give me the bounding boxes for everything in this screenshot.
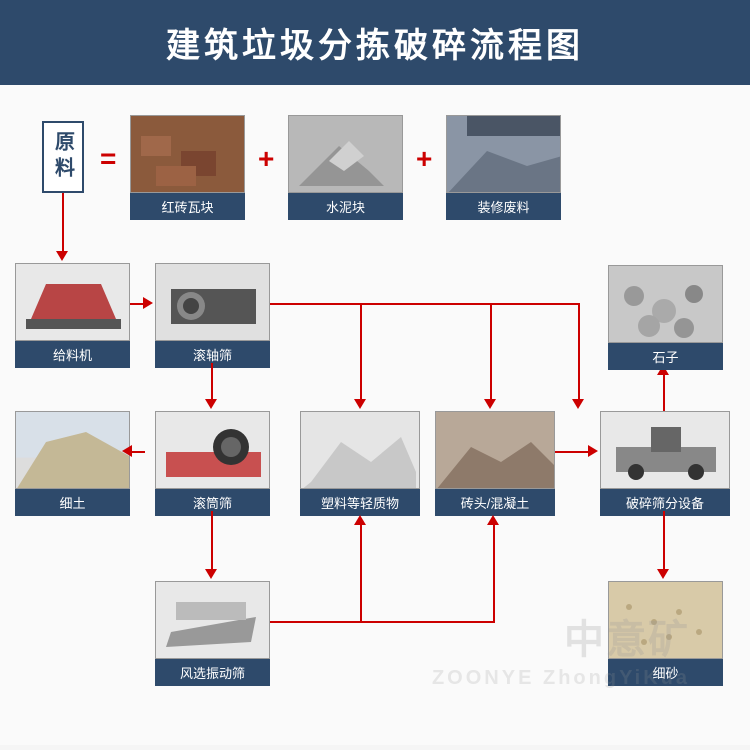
input-red-brick: 红砖瓦块 [130, 115, 245, 220]
plus-2: + [416, 143, 432, 175]
node-plastic: 塑料等轻质物 [300, 411, 420, 516]
plus-1: + [258, 143, 274, 175]
input-cement: 水泥块 [288, 115, 403, 220]
node-fine-soil: 细土 [15, 411, 130, 516]
page-title: 建筑垃圾分拣破碎流程图 [0, 0, 750, 85]
node-feeder: 给料机 [15, 263, 130, 368]
node-roller1: 滚轴筛 [155, 263, 270, 368]
node-stone: 石子 [608, 265, 723, 370]
node-fine-sand: 细砂 [608, 581, 723, 686]
node-airsieve: 风选振动筛 [155, 581, 270, 686]
raw-material-label: 原料 [42, 121, 84, 193]
input-decoration-waste: 装修废料 [446, 115, 561, 220]
node-crusher: 破碎筛分设备 [600, 411, 730, 516]
flowchart-canvas: 原料 = 红砖瓦块 + 水泥块 + 装修废料 给料机 滚轴筛 细土 [0, 85, 750, 745]
node-brick: 砖头/混凝土 [435, 411, 555, 516]
node-roller2: 滚筒筛 [155, 411, 270, 516]
equals-sign: = [100, 143, 116, 175]
